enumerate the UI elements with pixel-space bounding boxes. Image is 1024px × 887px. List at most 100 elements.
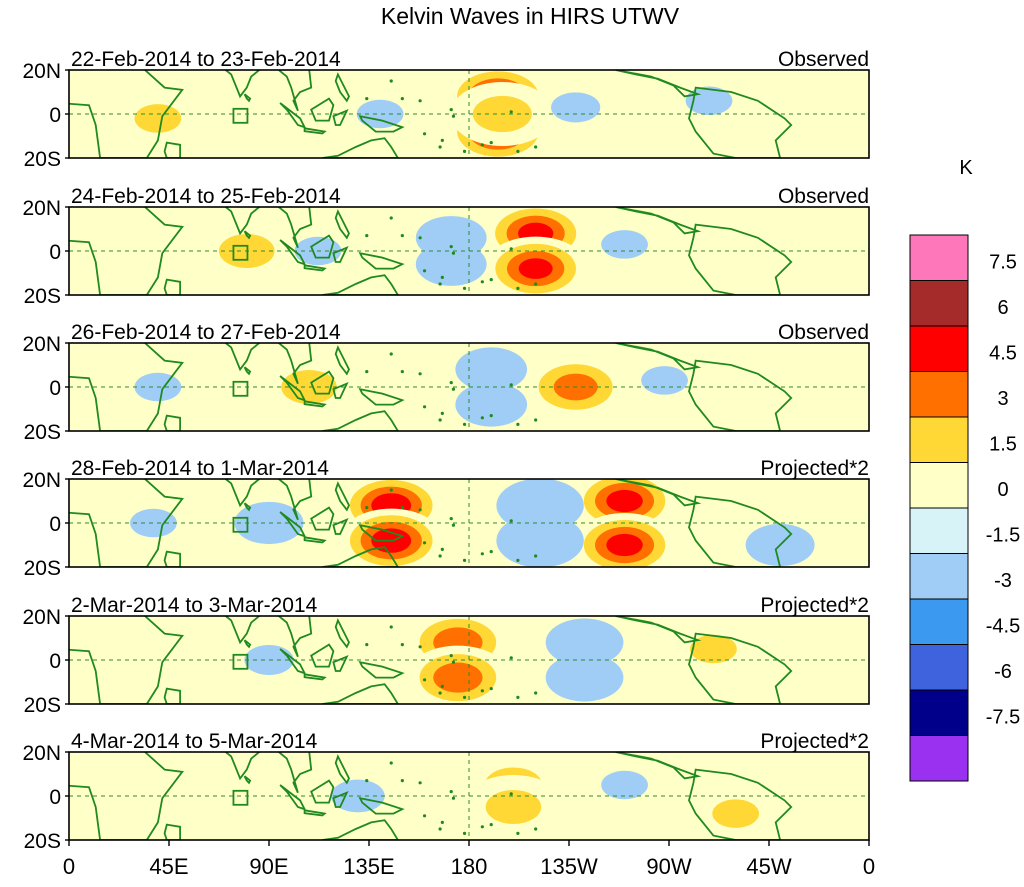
coastline [243,93,252,103]
coastline [279,784,307,811]
island [516,695,520,700]
coastline [303,809,327,817]
island [489,687,493,691]
x-tick-label: 135E [343,854,394,879]
anomaly-cell [405,645,510,704]
island [534,418,538,422]
coastline [303,673,327,681]
island [440,275,444,279]
island [509,792,513,796]
coastline [322,683,399,704]
island [438,418,442,422]
island [509,656,513,660]
island [400,779,404,783]
panel-group: 22-Feb-2014 to 23-Feb-2014 Observed 20N 0 20… [22,48,870,853]
island [422,814,427,818]
island [534,691,538,695]
panel-4: 28-Feb-2014 to 1-Mar-2014 Projected*2 20N 0… [22,457,870,580]
coastline [277,479,313,521]
island [489,550,493,554]
island [516,422,520,426]
anomaly-cell [105,86,210,151]
coastline [322,410,399,431]
coastline [243,230,252,240]
island [480,143,484,147]
colorbar-level-label: 4.5 [989,343,1017,365]
island [449,245,453,249]
island [516,149,520,153]
x-tick-label: 90W [646,854,691,879]
coastline [615,752,702,780]
panel-date-label: 26-Feb-2014 to 27-Feb-2014 [71,321,341,344]
y-tick-label: 20N [22,606,61,629]
coastline [358,114,405,133]
coastline [688,223,793,295]
panel-type-label: Observed [778,321,869,344]
island [451,660,456,664]
colorbar-level-label: 1.5 [989,434,1017,456]
panel-2: 24-Feb-2014 to 25-Feb-2014 Observed 20N 0 20… [22,185,870,308]
coastline [277,343,313,385]
panel-date-label: 24-Feb-2014 to 25-Feb-2014 [71,185,341,208]
panel-1: 22-Feb-2014 to 23-Feb-2014 Observed 20N 0 20… [22,48,870,171]
island [462,149,467,153]
island [449,108,453,112]
y-tick-label: 20N [22,197,61,220]
island [451,796,456,800]
island [389,761,393,765]
coastline [279,511,307,538]
island [462,695,467,700]
coastline [334,481,351,512]
colorbar-level-label: 7.5 [989,252,1017,274]
island [509,247,513,251]
coastline [243,502,252,512]
coastline [224,343,261,372]
colorbar-swatch [909,598,969,645]
reference-box [232,789,249,806]
reference-box [232,380,249,397]
island [418,372,422,376]
island [389,79,393,83]
y-tick-label: 0 [49,650,61,673]
anomaly-cell [461,775,566,839]
x-tick-label: 45E [149,854,188,879]
panel-type-label: Observed [778,48,869,71]
colorbar-unit-label: K [959,157,973,179]
coastline [334,209,351,240]
anomaly-cell [572,513,677,567]
y-tick-label: 20N [22,60,61,83]
anomaly-cell [356,99,404,129]
colorbar-swatch [909,735,969,782]
island [509,383,513,387]
coastline [615,616,702,644]
coastline [332,381,349,399]
coastline [224,616,261,645]
coastline [224,207,261,236]
island [509,519,513,523]
anomaly-cell [496,513,584,567]
x-tick-label: 0 [63,854,75,879]
island [365,97,369,101]
colorbar: K 7.5 6 4.5 3 1.5 0 -1.5 -3 -4.5 -6 -7.5 [909,157,1020,782]
island [365,234,369,238]
coastline [243,366,252,376]
island [449,654,453,658]
island [365,370,369,374]
coastline [163,141,182,158]
colorbar-level-label: -1.5 [986,525,1020,547]
panel-date-label: 28-Feb-2014 to 1-Mar-2014 [71,457,329,480]
island [438,827,442,831]
island [480,280,484,284]
colorbar-level-label: -4.5 [986,616,1020,638]
coastlines [69,616,793,704]
island [451,251,456,255]
colorbar-swatch [909,371,969,418]
island [449,517,453,521]
coastline [277,752,313,794]
island [480,689,484,693]
coastline [224,479,261,508]
island [365,779,369,783]
coastline [69,343,184,431]
island [440,547,444,552]
